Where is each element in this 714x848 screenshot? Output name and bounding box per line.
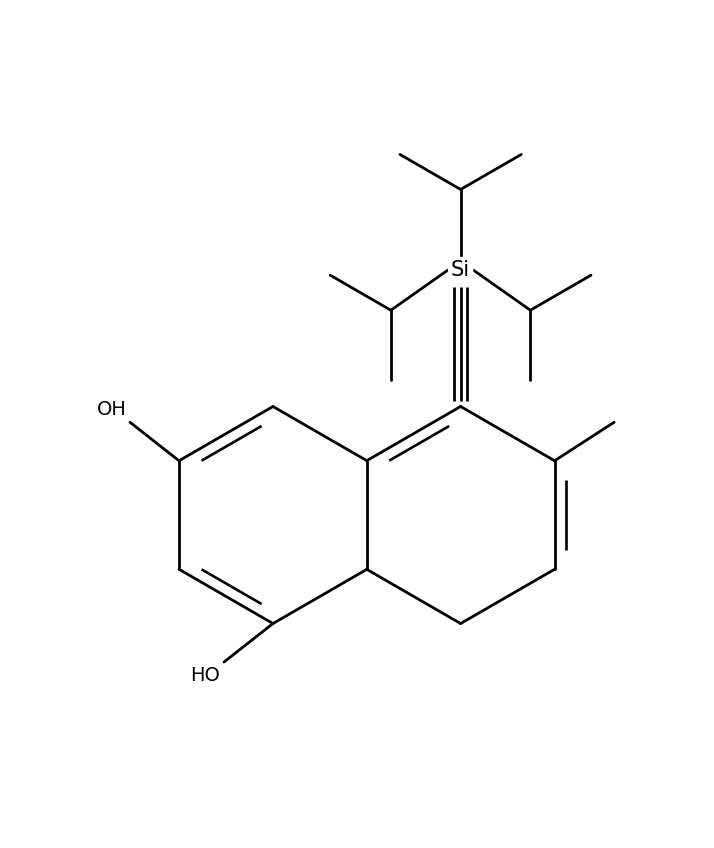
- Text: OH: OH: [96, 399, 126, 419]
- Text: Si: Si: [451, 260, 471, 280]
- Text: HO: HO: [191, 666, 221, 684]
